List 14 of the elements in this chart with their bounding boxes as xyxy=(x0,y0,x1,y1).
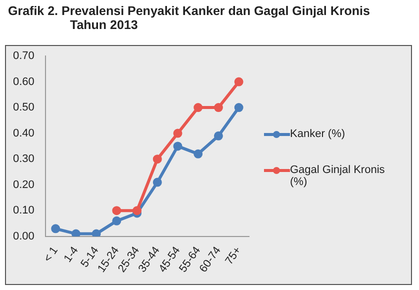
y-tick-label: 0.50 xyxy=(12,102,34,114)
y-tick-label: 0.70 xyxy=(12,50,34,62)
x-tick-label: 1-4 xyxy=(62,244,81,265)
y-tick-label: 0.10 xyxy=(12,204,34,217)
chart-title: Grafik 2. Prevalensi Penyakit Kanker dan Gagal Ginjal Kronis Tahun 2013 xyxy=(8,4,371,32)
y-tick-label: 0.30 xyxy=(12,153,34,166)
x-tick-label: 75+ xyxy=(223,244,244,267)
x-tick-label: < 1 xyxy=(42,244,61,264)
legend-label: Kanker (%) xyxy=(290,128,346,140)
y-tick-label: 0.40 xyxy=(12,127,34,140)
legend-label: Gagal Ginjal Kronis (%) xyxy=(290,164,386,188)
y-tick-label: 0.60 xyxy=(12,76,34,88)
y-tick-label: 0.20 xyxy=(12,178,34,191)
y-tick-label: 0.00 xyxy=(12,230,34,242)
